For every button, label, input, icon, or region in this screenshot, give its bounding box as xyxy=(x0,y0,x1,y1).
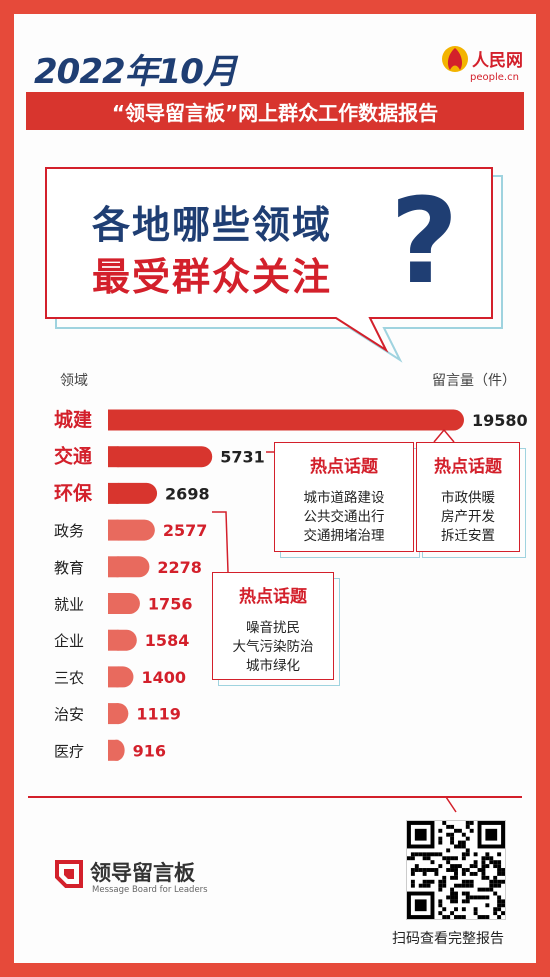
bar-1 xyxy=(108,446,213,468)
pointer-environment xyxy=(212,511,229,573)
people-logo-url: people.cn xyxy=(470,72,519,83)
value-label-4: 2278 xyxy=(157,558,202,577)
value-label-6: 1584 xyxy=(145,631,190,650)
message-board-name: 领导留言板 xyxy=(90,861,195,885)
footer-notch xyxy=(426,796,457,813)
category-label-3: 政务 xyxy=(54,523,84,540)
category-label-1: 交通 xyxy=(54,445,93,468)
bar-base-2 xyxy=(108,482,119,504)
message-board-logo: 领导留言板 Message Board for Leaders xyxy=(54,857,224,897)
category-label-2: 环保 xyxy=(54,481,93,504)
category-label-5: 就业 xyxy=(54,597,84,614)
callout-item: 房产开发 xyxy=(441,509,495,525)
value-label-8: 1119 xyxy=(136,705,181,724)
category-label-7: 三农 xyxy=(54,670,84,687)
bar-base-3 xyxy=(108,519,119,541)
y-axis-title: 领域 xyxy=(60,373,88,389)
question-mark-icon: ? xyxy=(390,172,459,310)
callout-item: 大气污染防治 xyxy=(232,639,314,655)
bar-base-8 xyxy=(108,703,119,725)
bar-base-7 xyxy=(108,666,119,688)
report-title: 2022年10月 xyxy=(34,52,237,92)
report-card: 2022年10月 人民网 people.cn “领导留言板”网上群众工作数据报告… xyxy=(14,14,536,963)
callout-item: 城市道路建设 xyxy=(303,490,385,506)
message-board-english: Message Board for Leaders xyxy=(92,885,208,895)
headline-line-1: 各地哪些领域 xyxy=(92,203,333,247)
people-logo-icon xyxy=(442,46,468,72)
bar-base-4 xyxy=(108,556,119,578)
category-label-8: 治安 xyxy=(54,707,84,724)
callout-pointers xyxy=(212,428,455,573)
speech-bubble xyxy=(45,167,503,363)
bar-3 xyxy=(108,519,155,541)
callout-item: 噪音扰民 xyxy=(246,620,300,636)
people-logo: 人民网 people.cn xyxy=(440,44,523,94)
bar-2 xyxy=(108,482,158,504)
callout-item: 市政供暖 xyxy=(441,490,495,506)
category-label-6: 企业 xyxy=(54,632,84,650)
bar-base-6 xyxy=(108,629,119,651)
bar-base-9 xyxy=(108,739,119,761)
value-label-3: 2577 xyxy=(163,521,208,540)
headline-line-2: 最受群众关注 xyxy=(92,255,333,299)
callout-construction: 热点话题 市政供暖 房产开发 拆迁安置 xyxy=(416,442,526,558)
category-label-4: 教育 xyxy=(54,560,84,577)
pointer-construction xyxy=(433,428,455,443)
value-label-1: 5731 xyxy=(220,448,265,467)
report-subtitle: “领导留言板”网上群众工作数据报告 xyxy=(26,92,524,130)
message-board-logo-icon xyxy=(55,860,83,888)
people-logo-text: 人民网 xyxy=(472,51,523,71)
value-label-7: 1400 xyxy=(141,668,186,687)
footer-divider xyxy=(28,796,522,798)
callout-item: 公共交通出行 xyxy=(303,509,385,525)
callout-box xyxy=(212,572,334,680)
callout-box xyxy=(274,442,414,552)
callout-environment: 热点话题 噪音扰民 大气污染防治 城市绿化 xyxy=(212,572,340,686)
category-label-0: 城建 xyxy=(54,408,92,431)
value-label-5: 1756 xyxy=(148,595,193,614)
value-label-2: 2698 xyxy=(165,484,210,503)
callout-item: 拆迁安置 xyxy=(441,528,495,544)
callout-item: 交通拥堵治理 xyxy=(303,528,385,544)
callout-title: 热点话题 xyxy=(434,457,502,477)
category-label-9: 医疗 xyxy=(54,743,84,760)
callout-box xyxy=(416,442,520,552)
bar-base-0 xyxy=(108,409,119,431)
qr-caption: 扫码查看完整报告 xyxy=(392,931,504,947)
qr-code[interactable] xyxy=(406,820,506,920)
bar-0 xyxy=(108,409,464,431)
x-axis-title: 留言量（件） xyxy=(432,373,516,389)
bar-base-1 xyxy=(108,446,119,468)
callout-title: 热点话题 xyxy=(239,587,307,607)
callout-item: 城市绿化 xyxy=(246,658,300,674)
bar-chart: 城建 19580 交通 5731 环保 2698 政务 2577 教育 2278 就业 1756 企业 1… xyxy=(54,408,528,761)
callout-title: 热点话题 xyxy=(310,457,378,477)
bar-base-5 xyxy=(108,593,119,614)
value-label-0: 19580 xyxy=(472,411,528,430)
value-label-9: 916 xyxy=(133,741,166,760)
